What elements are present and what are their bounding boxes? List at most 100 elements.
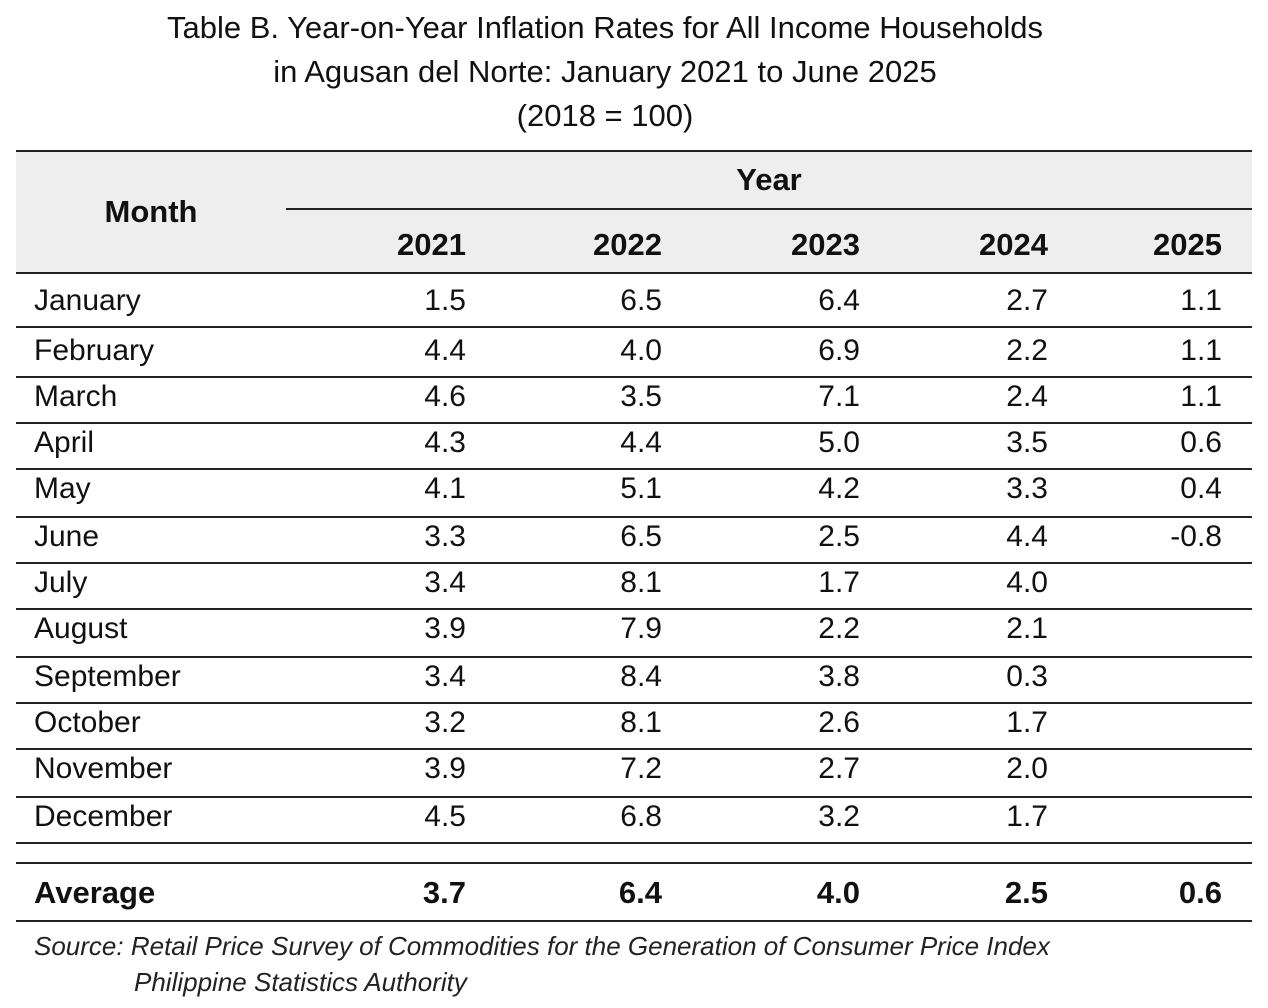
value-cell-2021: 4.3 xyxy=(424,426,466,459)
month-cell: May xyxy=(34,472,91,505)
average-cell-2024: 2.5 xyxy=(1004,875,1048,910)
value-cell-2024: 3.5 xyxy=(1006,426,1048,459)
value-cell-2024: 1.7 xyxy=(1006,706,1048,739)
row-rule-jul xyxy=(16,608,1252,610)
month-cell: October xyxy=(34,706,141,739)
value-cell-2023: 1.7 xyxy=(818,566,860,599)
row-rule-2 xyxy=(16,862,1252,864)
value-cell-2021: 4.1 xyxy=(424,472,466,505)
average-cell-2023: 4.0 xyxy=(816,875,860,910)
value-cell-2024: 0.3 xyxy=(1006,660,1048,693)
row-rule-may xyxy=(16,516,1252,518)
month-cell: February xyxy=(34,334,155,367)
row-rule-oct xyxy=(16,748,1252,750)
value-cell-2021: 3.2 xyxy=(424,706,466,739)
value-cell-2021: 4.4 xyxy=(424,334,466,367)
average-cell-2022: 6.4 xyxy=(618,875,662,910)
value-cell-2024: 2.7 xyxy=(1006,284,1048,317)
row-rule-sep xyxy=(16,702,1252,704)
month-column-header: Month xyxy=(104,194,198,229)
title-line-2: in Agusan del Norte: January 2021 to Jun… xyxy=(273,54,937,89)
value-cell-2022: 5.1 xyxy=(620,472,662,505)
value-cell-2025 xyxy=(1112,746,1222,792)
row-rule-apr xyxy=(16,468,1252,470)
top-rule xyxy=(16,150,1252,152)
value-cell-2023: 2.6 xyxy=(818,706,860,739)
year-group-header: Year xyxy=(736,162,802,197)
value-cell-2024: 3.3 xyxy=(1006,472,1048,505)
value-cell-2021: 1.5 xyxy=(424,284,466,317)
value-cell-2023: 2.7 xyxy=(818,752,860,785)
row-rule-0 xyxy=(16,326,1252,328)
value-cell-2022: 7.2 xyxy=(620,752,662,785)
source-line-1: Source: Retail Price Survey of Commoditi… xyxy=(34,931,1050,961)
month-cell: June xyxy=(34,520,100,553)
average-cell-2021: 3.7 xyxy=(422,875,466,910)
row-rule-feb xyxy=(16,376,1252,378)
month-cell: September xyxy=(34,660,181,693)
value-cell-2025 xyxy=(1112,654,1222,700)
year-header-3: 2024 xyxy=(979,227,1048,262)
value-cell-2024: 2.0 xyxy=(1006,752,1048,785)
value-cell-2021: 4.5 xyxy=(424,800,466,833)
value-cell-2023: 3.8 xyxy=(818,660,860,693)
source-note: Source: Retail Price Survey of Commoditi… xyxy=(34,928,1050,1000)
table-row: August 3.9 7.9 2.2 2.1 xyxy=(16,606,1252,652)
value-cell-2022: 8.1 xyxy=(620,706,662,739)
month-cell: March xyxy=(34,380,118,413)
row-rule-aug xyxy=(16,656,1252,658)
value-cell-2021: 3.4 xyxy=(424,660,466,693)
value-cell-2022: 8.1 xyxy=(620,566,662,599)
value-cell-2024: 2.2 xyxy=(1006,334,1048,367)
value-cell-2023: 3.2 xyxy=(818,800,860,833)
value-cell-2024: 2.4 xyxy=(1006,380,1048,413)
value-cell-2022: 7.9 xyxy=(620,612,662,645)
value-cell-2025 xyxy=(1112,794,1222,840)
table-row: October 3.2 8.1 2.6 1.7 xyxy=(16,700,1252,746)
value-cell-2022: 6.5 xyxy=(620,520,662,553)
table-row: May 4.1 5.1 4.2 3.3 0.4 xyxy=(16,466,1252,512)
year-header-1: 2022 xyxy=(593,227,662,262)
value-cell-2024: 2.1 xyxy=(1006,612,1048,645)
month-cell: January xyxy=(34,284,141,317)
average-cell-2025: 0.6 xyxy=(1178,875,1222,910)
year-header-4: 2025 xyxy=(1153,227,1222,262)
value-cell-2025: 1.1 xyxy=(1180,284,1222,317)
average-row: Average 3.7 6.4 4.0 2.5 0.6 xyxy=(16,868,1252,918)
value-cell-2025: 0.4 xyxy=(1180,472,1222,505)
header-background xyxy=(16,150,1252,274)
value-cell-2022: 4.4 xyxy=(620,426,662,459)
table-title: Table B. Year-on-Year Inflation Rates fo… xyxy=(0,6,1210,138)
month-cell: August xyxy=(34,612,128,645)
table-row: April 4.3 4.4 5.0 3.5 0.6 xyxy=(16,420,1252,466)
value-cell-2021: 3.9 xyxy=(424,752,466,785)
table-row: December 4.5 6.8 3.2 1.7 xyxy=(16,794,1252,840)
table-row: January 1.5 6.5 6.4 2.7 1.1 xyxy=(16,278,1252,324)
value-cell-2022: 6.8 xyxy=(620,800,662,833)
title-line-3: (2018 = 100) xyxy=(516,98,694,133)
value-cell-2021: 3.4 xyxy=(424,566,466,599)
value-cell-2025: 1.1 xyxy=(1180,380,1222,413)
value-cell-2021: 3.9 xyxy=(424,612,466,645)
value-cell-2025 xyxy=(1112,560,1222,606)
table-row: February 4.4 4.0 6.9 2.2 1.1 xyxy=(16,328,1252,374)
value-cell-2024: 1.7 xyxy=(1006,800,1048,833)
value-cell-2025: 1.1 xyxy=(1180,334,1222,367)
value-cell-2023: 7.1 xyxy=(818,380,860,413)
month-cell: December xyxy=(34,800,173,833)
month-cell: April xyxy=(34,426,95,459)
table-row: November 3.9 7.2 2.7 2.0 xyxy=(16,746,1252,792)
year-header-2: 2023 xyxy=(791,227,860,262)
value-cell-2022: 8.4 xyxy=(620,660,662,693)
header-bottom-rule xyxy=(16,272,1252,274)
value-cell-2022: 6.5 xyxy=(620,284,662,317)
value-cell-2024: 4.0 xyxy=(1006,566,1048,599)
bottom-rule xyxy=(16,920,1252,922)
value-cell-2024: 4.4 xyxy=(1006,520,1048,553)
year-header-0: 2021 xyxy=(397,227,466,262)
value-cell-2025: 0.6 xyxy=(1180,426,1222,459)
table-row: July 3.4 8.1 1.7 4.0 xyxy=(16,560,1252,606)
value-cell-2023: 6.4 xyxy=(818,284,860,317)
month-cell: July xyxy=(34,566,88,599)
value-cell-2021: 3.3 xyxy=(424,520,466,553)
